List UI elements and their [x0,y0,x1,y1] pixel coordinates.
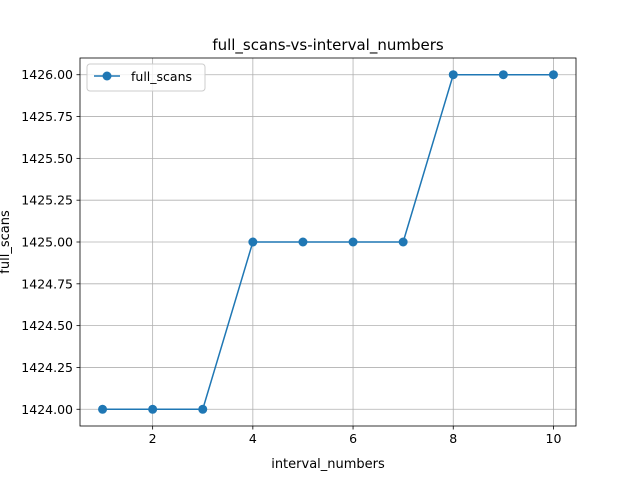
data-point [248,237,258,247]
data-point [148,404,158,414]
data-point [98,404,108,414]
y-tick-label: 1424.50 [21,318,73,333]
data-point [448,70,458,80]
data-point [348,237,358,247]
y-tick-label: 1425.75 [21,109,73,124]
data-point [548,70,558,80]
x-axis-ticks: 2 4 6 8 10 [149,426,562,446]
y-axis-ticks: 1424.00 1424.25 1424.50 1424.75 1425.00 1425.… [21,67,80,417]
legend-box [86,63,206,92]
data-point [298,237,308,247]
y-tick-label: 1425.25 [21,193,73,208]
legend: full_scans [86,63,206,92]
y-tick-label: 1425.00 [21,235,73,250]
legend-label: full_scans [131,69,192,84]
x-tick-label: 10 [546,431,562,446]
y-tick-label: 1424.75 [21,276,73,291]
chart-title: full_scans-vs-interval_numbers [212,36,444,55]
y-tick-label: 1425.50 [21,151,73,166]
data-point [198,404,208,414]
y-tick-label: 1426.00 [21,67,73,82]
plot-series [98,70,558,414]
y-tick-label: 1424.25 [21,360,73,375]
data-point [398,237,408,247]
y-axis-label: full_scans [0,210,13,274]
data-point [498,70,508,80]
x-tick-label: 8 [449,431,457,446]
x-tick-label: 4 [249,431,257,446]
x-tick-label: 6 [349,431,357,446]
legend-marker [102,71,112,81]
x-axis-label: interval_numbers [271,457,385,472]
series-line [102,73,554,411]
x-tick-label: 2 [149,431,157,446]
y-tick-label: 1424.00 [21,402,73,417]
